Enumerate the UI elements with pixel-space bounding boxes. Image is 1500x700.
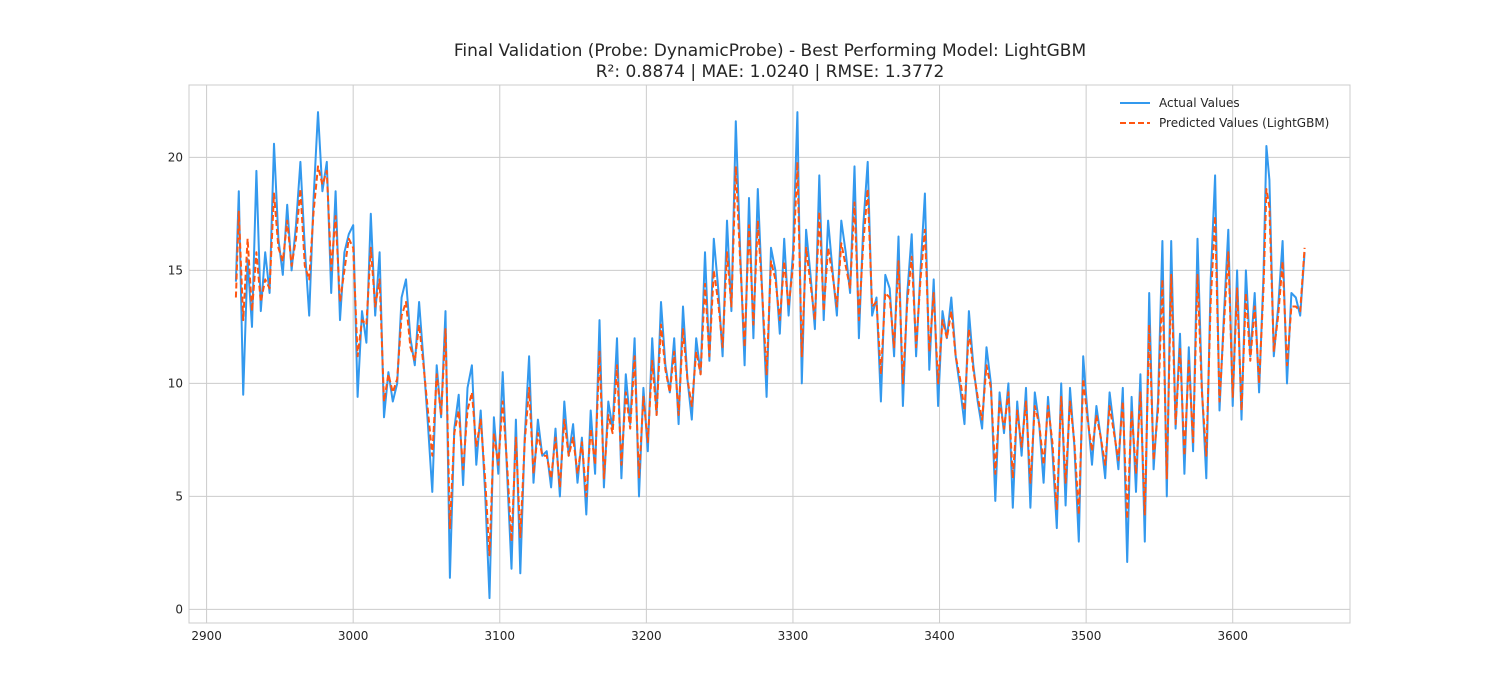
x-tick-label: 3600 [1217,629,1248,643]
legend-label-actual: Actual Values [1159,96,1240,110]
series-line-predicted [234,160,1306,557]
legend: Actual Values Predicted Values (LightGBM… [1120,96,1329,130]
plot-frame [188,84,1351,624]
x-tick-label: 3200 [631,629,662,643]
x-tick-label: 3400 [924,629,955,643]
x-tick-label: 3300 [778,629,809,643]
y-tick-label: 0 [175,602,183,616]
x-tick-label: 3000 [338,629,369,643]
legend-label-predicted: Predicted Values (LightGBM) [1159,116,1329,130]
chart-title: Final Validation (Probe: DynamicProbe) -… [454,41,1086,61]
x-tick-label: 2900 [191,629,222,643]
y-tick-label: 20 [168,150,183,164]
x-axis-ticks: 2900 3000 3100 3200 3300 3400 3500 3600 [191,629,1248,643]
chart-subtitle: R²: 0.8874 | MAE: 1.0240 | RMSE: 1.3772 [596,62,945,82]
grid-lines [189,85,1350,623]
y-axis-ticks: 0 5 10 15 20 [168,150,183,616]
y-tick-label: 10 [168,376,183,390]
y-tick-label: 15 [168,263,183,277]
series-layer [234,111,1306,600]
x-tick-label: 3100 [484,629,515,643]
series-line-actual [234,111,1306,600]
y-tick-label: 5 [175,489,183,503]
x-tick-label: 3500 [1071,629,1102,643]
